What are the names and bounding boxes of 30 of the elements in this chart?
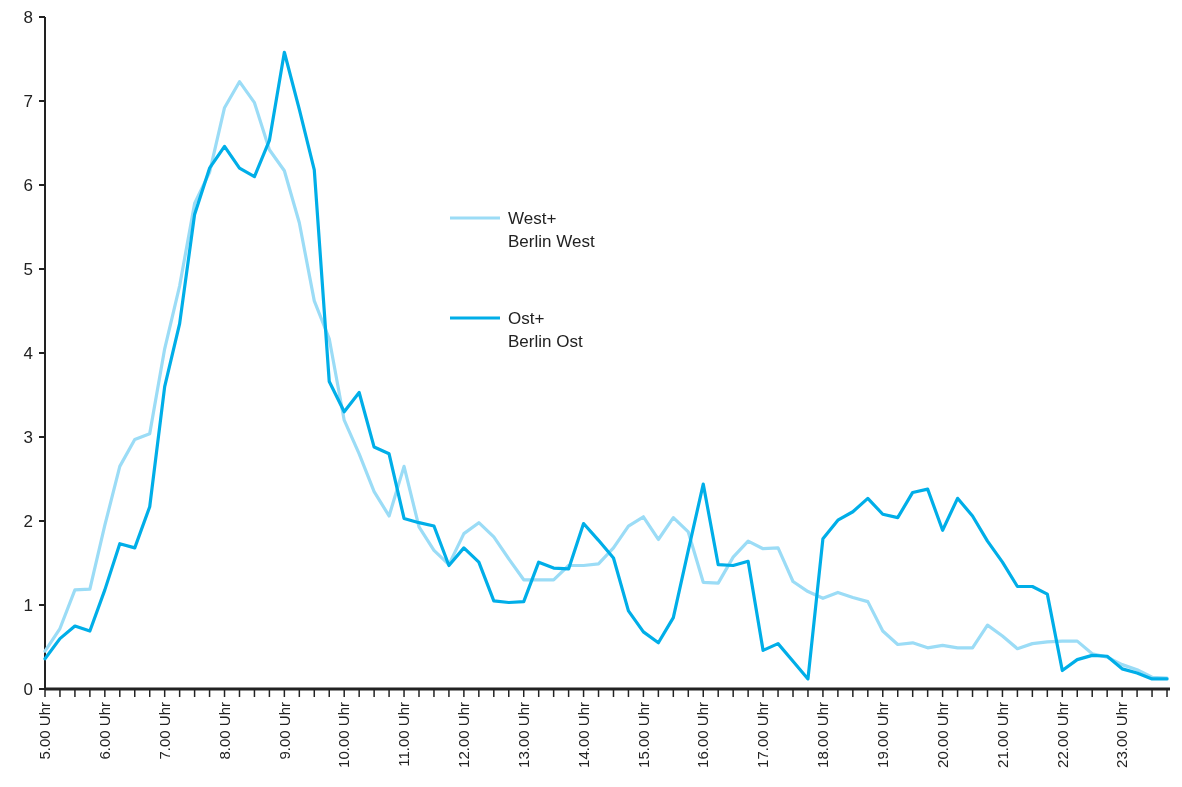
legend-label: Ost+ Berlin Ost (508, 308, 583, 351)
x-tick-label: 5.00 Uhr (36, 702, 54, 760)
x-tick-label: 15.00 Uhr (634, 702, 652, 768)
x-tick-label: 8.00 Uhr (215, 702, 233, 760)
x-tick-label: 9.00 Uhr (275, 702, 293, 760)
x-tick-label: 6.00 Uhr (96, 702, 114, 760)
y-tick-label: 4 (23, 343, 33, 363)
y-tick-label: 1 (23, 595, 33, 615)
y-tick-label: 0 (23, 679, 33, 699)
x-tick-label: 11.00 Uhr (395, 702, 413, 767)
x-tick-label: 13.00 Uhr (514, 702, 532, 768)
x-tick-label: 14.00 Uhr (574, 702, 592, 768)
y-tick-label: 8 (23, 7, 33, 27)
y-tick-label: 5 (23, 259, 33, 279)
x-tick-label: 19.00 Uhr (874, 702, 892, 768)
x-tick-label: 10.00 Uhr (335, 702, 353, 768)
y-tick-label: 6 (23, 175, 33, 195)
x-tick-label: 12.00 Uhr (455, 702, 473, 768)
x-tick-label: 7.00 Uhr (155, 702, 173, 760)
x-tick-label: 17.00 Uhr (754, 702, 772, 768)
x-tick-label: 21.00 Uhr (993, 702, 1011, 768)
y-tick-label: 2 (23, 511, 33, 531)
x-tick-label: 23.00 Uhr (1113, 702, 1131, 768)
legend-label: West+ Berlin West (508, 208, 595, 251)
x-tick-label: 18.00 Uhr (814, 702, 832, 768)
x-tick-label: 22.00 Uhr (1053, 702, 1071, 768)
y-tick-label: 7 (23, 91, 33, 111)
x-tick-label: 16.00 Uhr (694, 702, 712, 768)
x-tick-label: 20.00 Uhr (933, 702, 951, 768)
y-tick-label: 3 (23, 427, 33, 447)
